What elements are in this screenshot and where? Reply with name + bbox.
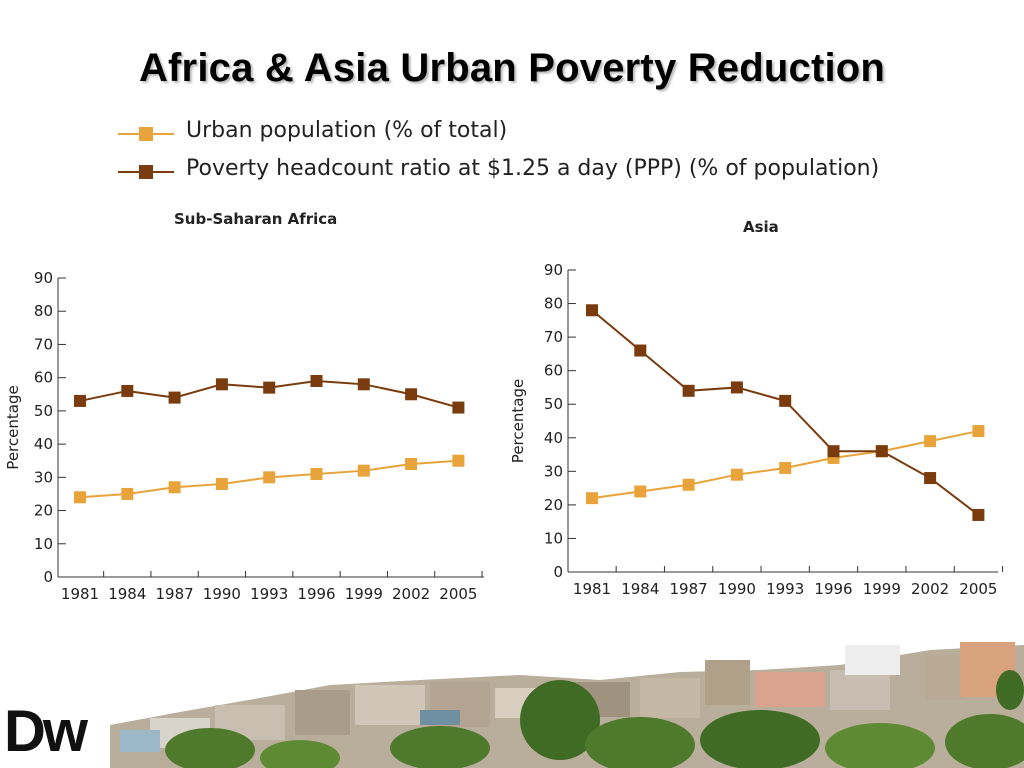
x-tick-label: 1987 [156, 585, 194, 603]
legend-swatch-poverty-headcount [118, 165, 174, 179]
x-tick-label: 1996 [814, 580, 852, 598]
poverty-headcount-point [827, 445, 840, 458]
poverty-headcount-point [730, 381, 743, 394]
chart-sub-saharan-africa: Sub-Saharan Africa 0 10 20 30 40 50 60 70 80 90 198… [4, 210, 484, 603]
y-tick-label: 60 [34, 369, 53, 387]
chart-title: Asia [743, 218, 779, 236]
urban-population-point [924, 435, 937, 448]
y-tick-label: 0 [43, 568, 53, 586]
poverty-headcount-point [586, 304, 598, 317]
urban-population-point [779, 461, 792, 474]
poverty-headcount-point [875, 445, 888, 458]
x-tick-label: 1987 [670, 580, 708, 598]
y-tick-label: 0 [553, 563, 563, 581]
x-tick-label: 1996 [297, 585, 335, 603]
chart-asia: Asia 0 10 20 30 40 50 60 70 80 90 1981 1984 1987 1990 1… [509, 218, 1004, 598]
y-tick-label: 80 [34, 302, 53, 320]
chart-title: Sub-Saharan Africa [174, 210, 337, 228]
y-tick-label: 70 [34, 335, 53, 353]
x-tick-label: 1981 [61, 585, 99, 603]
x-tick-label: 2002 [392, 585, 430, 603]
x-tick-label: 1990 [203, 585, 241, 603]
poverty-headcount-point [405, 388, 418, 401]
y-tick-label: 50 [544, 395, 563, 413]
x-tick-label: 2005 [959, 580, 997, 598]
trees [165, 670, 1024, 768]
x-tick-label: 1990 [718, 580, 756, 598]
urban-population-point [357, 464, 370, 477]
y-tick-label: 80 [544, 295, 563, 313]
poverty-headcount-point [121, 384, 134, 397]
legend-swatch-urban-population [118, 127, 174, 141]
x-tick-label: 1999 [345, 585, 383, 603]
urban-population-point [634, 485, 647, 498]
urban-population-point [405, 458, 418, 471]
poverty-headcount-point [972, 508, 985, 521]
y-tick-label: 90 [544, 261, 563, 279]
x-tick-label: 1984 [621, 580, 659, 598]
poverty-headcount-point [634, 344, 647, 357]
poverty-headcount-point [924, 472, 937, 485]
poverty-headcount-point [452, 401, 465, 414]
y-tick-label: 20 [544, 496, 563, 514]
slide-title: Africa & Asia Urban Poverty Reduction [138, 46, 886, 90]
y-tick-label: 10 [544, 529, 563, 547]
poverty-headcount-point [779, 394, 792, 407]
x-tick-label: 1993 [766, 580, 804, 598]
x-tick-label: 2005 [439, 585, 477, 603]
legend-square-marker [139, 127, 153, 141]
urban-population-point [263, 471, 276, 484]
x-tick-label: 1999 [863, 580, 901, 598]
urban-population-point [452, 454, 465, 467]
y-axis-title: Percentage [4, 385, 22, 469]
y-tick-label: 70 [544, 328, 563, 346]
y-tick-label: 40 [34, 435, 53, 453]
urban-population-point [121, 487, 134, 500]
y-tick-label: 40 [544, 429, 563, 447]
urban-population-point [972, 425, 985, 438]
urban-population-point [74, 491, 86, 504]
poverty-headcount-point [357, 378, 370, 391]
x-tick-label: 1984 [108, 585, 146, 603]
y-tick-label: 30 [34, 468, 53, 486]
x-tick-label: 1981 [573, 580, 611, 598]
legend-square-marker [139, 165, 153, 179]
y-tick-label: 60 [544, 362, 563, 380]
poverty-headcount-point [168, 391, 181, 404]
urban-population-point [730, 468, 743, 481]
poverty-headcount-point [263, 381, 276, 394]
poverty-headcount-point [215, 378, 228, 391]
y-tick-label: 20 [34, 502, 53, 520]
y-tick-label: 30 [544, 462, 563, 480]
legend-label-poverty-headcount: Poverty headcount ratio at $1.25 a day (… [186, 156, 880, 181]
poverty-headcount-point [682, 384, 695, 397]
hillside-town-photo [110, 642, 1024, 768]
dw-logo: Dw [4, 699, 88, 764]
y-tick-label: 90 [34, 269, 53, 287]
urban-population-point [168, 481, 181, 494]
urban-population-point [586, 492, 598, 505]
x-tick-label: 2002 [911, 580, 949, 598]
poverty-headcount-point [74, 394, 86, 407]
poverty-headcount-line [591, 309, 980, 516]
y-tick-label: 10 [34, 535, 53, 553]
y-axis-title: Percentage [509, 379, 527, 463]
urban-population-point [215, 477, 228, 490]
urban-population-point [310, 468, 323, 481]
legend-label-urban-population: Urban population (% of total) [186, 118, 508, 143]
urban-population-point [682, 478, 695, 491]
x-tick-label: 1993 [250, 585, 288, 603]
y-tick-label: 50 [34, 402, 53, 420]
poverty-headcount-point [310, 374, 323, 387]
